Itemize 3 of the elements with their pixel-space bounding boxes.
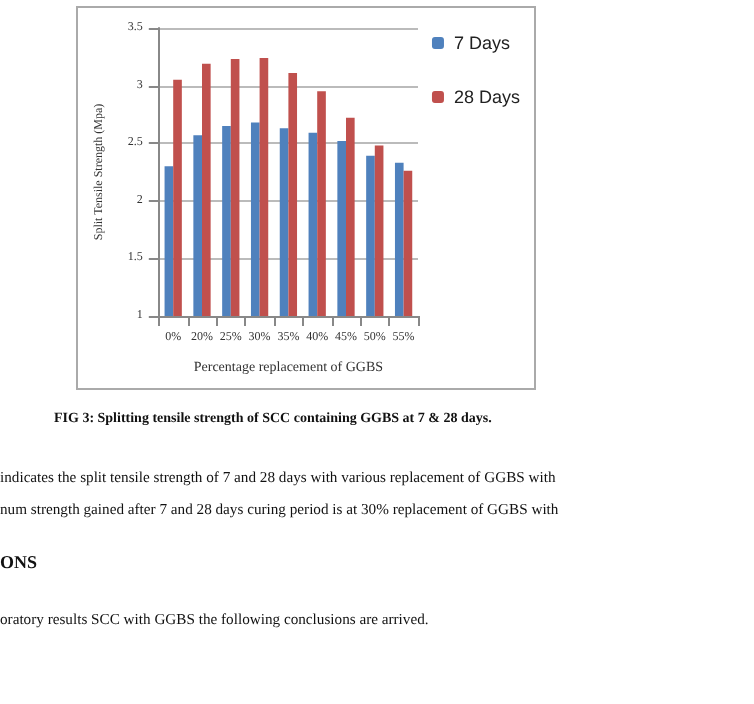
- legend-label: 7 Days: [453, 33, 511, 53]
- text: ONS: [0, 552, 38, 572]
- legend-label: 28 Days: [453, 87, 521, 107]
